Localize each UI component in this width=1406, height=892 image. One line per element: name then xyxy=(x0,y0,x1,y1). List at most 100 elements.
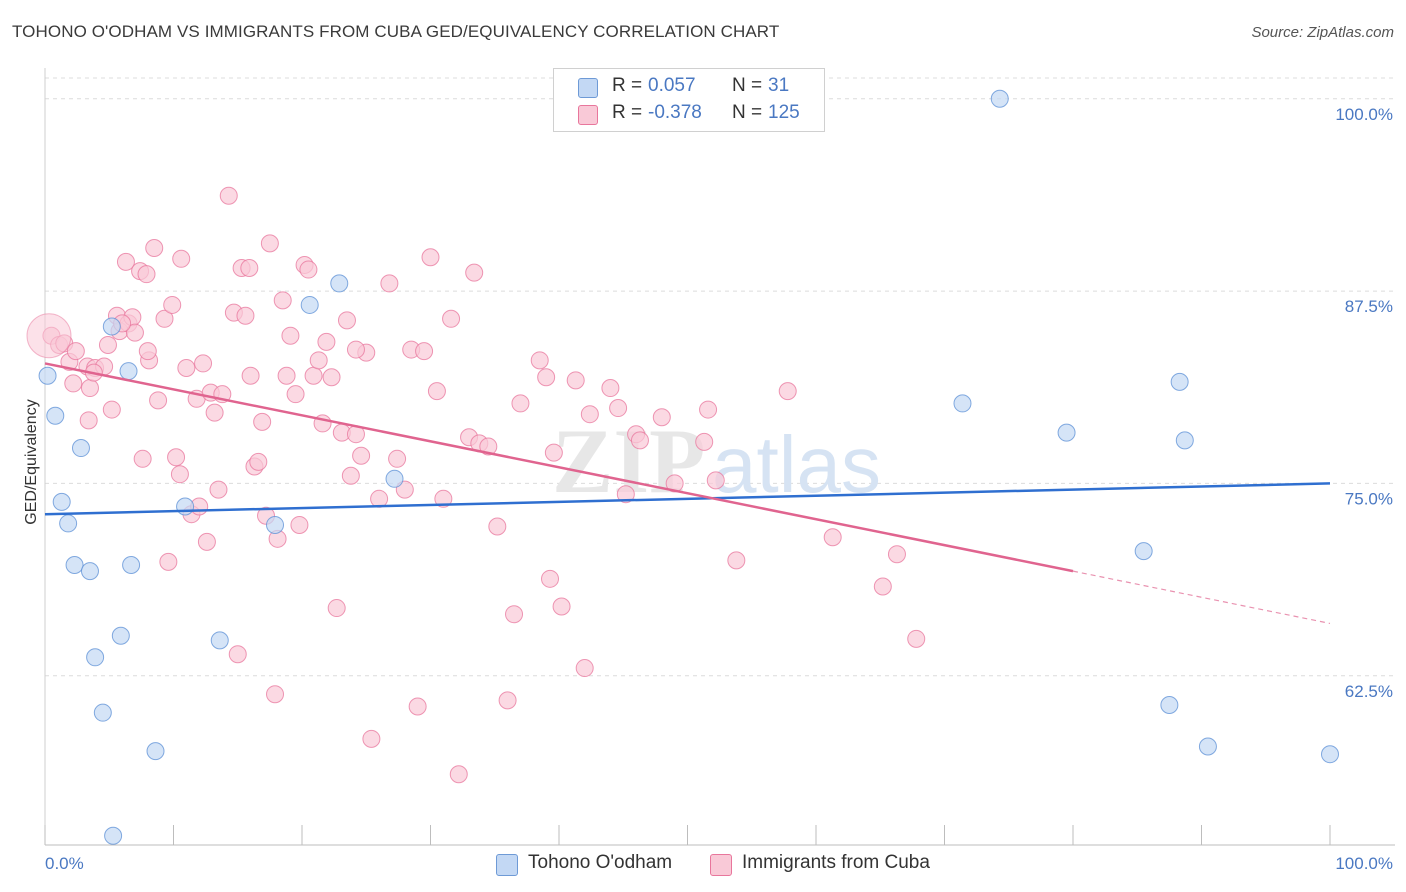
tohono-point xyxy=(1160,695,1179,714)
cuba-point xyxy=(873,577,892,596)
tohono-point xyxy=(71,439,90,458)
cuba-point xyxy=(346,340,365,359)
cuba-point xyxy=(601,379,620,398)
tohono-trend-line xyxy=(44,482,1331,516)
cuba-point xyxy=(159,552,178,571)
legend-swatch-pink xyxy=(578,105,598,125)
cuba-point xyxy=(511,394,530,413)
cuba-point xyxy=(277,366,296,385)
cuba-point xyxy=(145,239,164,258)
cuba-point xyxy=(887,545,906,564)
cuba-point xyxy=(79,411,98,430)
legend-r-label: R = xyxy=(612,102,643,123)
cuba-point xyxy=(149,391,168,410)
cuba-point xyxy=(209,480,228,499)
correlation-legend: R = 0.057 N = 31 R = -0.378 N = 125 xyxy=(553,68,825,132)
tohono-point xyxy=(1170,372,1189,391)
cuba-point xyxy=(167,448,186,467)
cuba-point xyxy=(630,431,649,450)
tohono-point xyxy=(330,274,349,293)
cuba-point xyxy=(823,528,842,547)
legend-swatch-blue xyxy=(578,78,598,98)
cuba-point xyxy=(609,399,628,418)
cuba-point xyxy=(266,685,285,704)
tohono-point xyxy=(52,492,71,511)
tohono-point xyxy=(119,362,138,381)
cuba-point xyxy=(727,551,746,570)
tohono-point xyxy=(59,514,78,533)
cuba-point xyxy=(26,313,72,359)
cuba-point xyxy=(341,466,360,485)
legend-n-value: 125 xyxy=(768,102,800,123)
legend-n-value: 31 xyxy=(768,75,790,96)
x-tick-label: 0.0% xyxy=(45,854,84,873)
cuba-point xyxy=(249,452,268,471)
cuba-point xyxy=(665,474,684,493)
y-tick-label: 87.5% xyxy=(1345,297,1393,316)
cuba-point xyxy=(304,366,323,385)
source-label: Source: ZipAtlas.com xyxy=(1251,24,1394,41)
cuba-point xyxy=(172,249,191,268)
cuba-point xyxy=(177,359,196,378)
tohono-point xyxy=(93,703,112,722)
tohono-point xyxy=(80,562,99,581)
cuba-point xyxy=(530,351,549,370)
cuba-point xyxy=(205,403,224,422)
y-axis-title: GED/Equivalency xyxy=(23,399,40,524)
cuba-point xyxy=(241,366,260,385)
legend-label-cuba: Immigrants from Cuba xyxy=(742,852,930,873)
tohono-point xyxy=(1057,423,1076,442)
cuba-point xyxy=(695,432,714,451)
legend-r-value: 0.057 xyxy=(648,75,696,96)
cuba-point xyxy=(228,645,247,664)
cuba-point xyxy=(317,332,336,351)
tohono-point xyxy=(46,406,65,425)
cuba-point xyxy=(505,605,524,624)
cuba-point xyxy=(449,765,468,784)
tohono-point xyxy=(38,366,57,385)
cuba-point xyxy=(434,489,453,508)
cuba-point xyxy=(408,697,427,716)
legend-swatch-pink xyxy=(710,854,732,876)
cuba-point xyxy=(273,291,292,310)
cuba-point xyxy=(652,408,671,427)
cuba-point xyxy=(442,309,461,328)
cuba-point xyxy=(616,485,635,504)
tohono-point xyxy=(176,497,195,516)
cuba-point xyxy=(415,342,434,361)
cuba-point xyxy=(309,351,328,370)
cuba-point xyxy=(125,323,144,342)
chart-title: TOHONO O'ODHAM VS IMMIGRANTS FROM CUBA G… xyxy=(12,22,780,41)
cuba-point xyxy=(64,374,83,393)
cuba-point xyxy=(699,400,718,419)
cuba-trend-extension xyxy=(1072,570,1331,625)
cuba-point xyxy=(362,729,381,748)
cuba-point xyxy=(137,265,156,284)
tohono-point xyxy=(990,89,1009,108)
cuba-point xyxy=(352,446,371,465)
cuba-point xyxy=(388,449,407,468)
cuba-point xyxy=(706,471,725,490)
y-tick-label: 75.0% xyxy=(1345,489,1393,508)
tohono-point xyxy=(385,469,404,488)
cuba-point xyxy=(116,252,135,271)
cuba-point xyxy=(380,274,399,293)
tohono-point xyxy=(266,515,285,534)
cuba-point xyxy=(327,599,346,618)
cuba-point xyxy=(194,354,213,373)
tohono-point xyxy=(1321,745,1339,764)
cuba-point xyxy=(337,311,356,330)
tohono-point xyxy=(104,826,123,845)
legend-r-value: -0.378 xyxy=(648,102,702,123)
cuba-point xyxy=(66,342,85,361)
cuba-point xyxy=(544,443,563,462)
tohono-point xyxy=(300,295,319,314)
tohono-point xyxy=(210,631,229,650)
cuba-point xyxy=(253,412,272,431)
cuba-point xyxy=(778,382,797,401)
legend-label-tohono: Tohono O'odham xyxy=(528,852,673,873)
cuba-point xyxy=(133,449,152,468)
cuba-point xyxy=(465,263,484,282)
cuba-point xyxy=(98,335,117,354)
